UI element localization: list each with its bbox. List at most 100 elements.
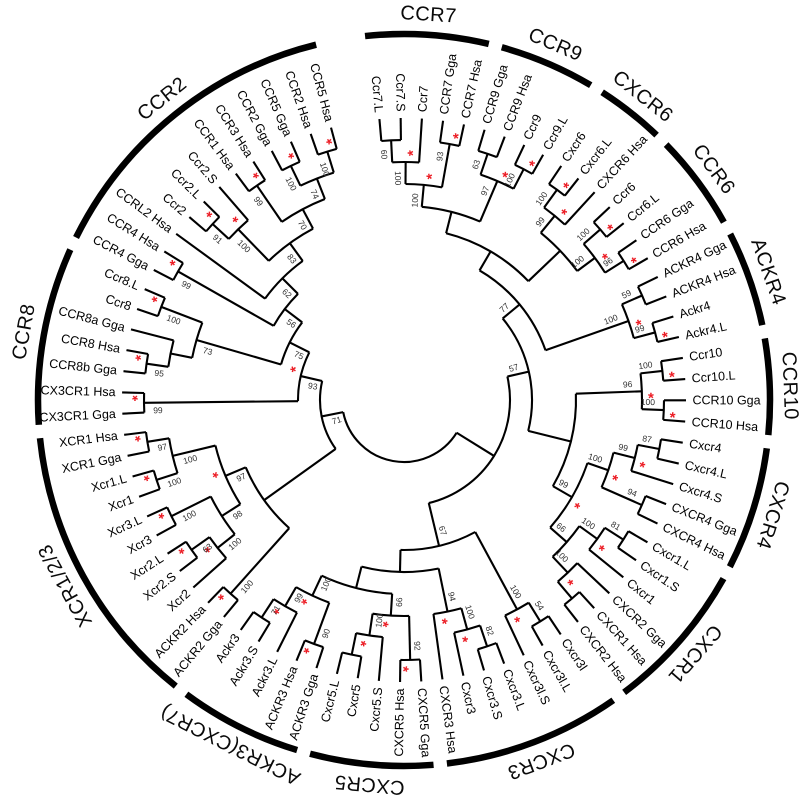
branch-line <box>637 512 658 525</box>
branch-line <box>284 586 298 607</box>
branch-line <box>578 591 595 609</box>
branch-line <box>138 488 161 498</box>
branch-line <box>527 602 542 622</box>
bootstrap-value: 100 <box>165 313 182 327</box>
bootstrap-value: 100 <box>236 238 253 255</box>
branch-line <box>628 257 649 271</box>
bootstrap-value: 99 <box>618 441 630 453</box>
clade-arc <box>364 30 490 48</box>
bootstrap-value: 87 <box>642 433 653 444</box>
clade-connector-arc <box>222 586 239 601</box>
branch-line <box>501 303 521 320</box>
branch-line <box>617 239 637 254</box>
bootstrap-value: 70 <box>296 218 310 231</box>
significance-star-icon: * <box>133 427 141 445</box>
branch-line <box>127 450 150 457</box>
clade-connector-arc <box>342 411 458 464</box>
branch-line <box>437 568 449 612</box>
branch-line <box>641 408 664 412</box>
clade-connector-arc <box>318 380 337 450</box>
branch-line <box>549 526 568 543</box>
bootstrap-value: 99 <box>153 405 163 415</box>
clade-connector-arc <box>636 495 647 515</box>
significance-star-icon: * <box>140 466 151 484</box>
clade-connector-arc <box>563 591 581 606</box>
clade-arc <box>727 232 766 326</box>
clade-connector-arc <box>428 376 512 505</box>
bootstrap-value: 74 <box>308 188 321 201</box>
significance-star-icon: * <box>211 587 228 603</box>
leaf-label: Ccr7 <box>415 85 431 112</box>
bootstrap-value: 60 <box>379 149 390 159</box>
clade-connector-arc <box>321 574 393 595</box>
clade-arc <box>309 750 434 770</box>
significance-star-icon: * <box>229 209 246 225</box>
bootstrap-value: 100 <box>641 397 656 407</box>
branch-line <box>530 625 544 647</box>
branch-line <box>657 336 680 343</box>
branch-line <box>453 632 465 676</box>
significance-star-icon: * <box>669 409 676 426</box>
tree-branches <box>122 118 687 682</box>
branch-line <box>350 632 358 655</box>
branch-line <box>122 411 145 415</box>
significance-star-icon: * <box>608 471 620 489</box>
branch-line <box>527 250 561 282</box>
bootstrap-value: 94 <box>626 486 639 499</box>
leaf-label: CCR8b Gga <box>49 357 118 378</box>
clade-connector-arc <box>660 361 665 381</box>
branch-line <box>172 444 216 457</box>
bootstrap-value: 57 <box>508 362 520 374</box>
branch-line <box>160 305 203 324</box>
significance-star-icon: * <box>637 459 647 477</box>
leaf-label: Ackr4 <box>677 298 712 321</box>
bootstrap-value: 99 <box>557 477 570 490</box>
clade-connector-arc <box>445 232 530 282</box>
bootstrap-value: 95 <box>154 368 165 379</box>
branch-line <box>592 206 611 223</box>
branch-line <box>144 400 299 404</box>
bootstrap-value: 59 <box>620 287 633 300</box>
branch-line <box>235 172 250 192</box>
bootstrap-value: 99 <box>180 278 193 291</box>
bootstrap-value: 67 <box>437 525 449 537</box>
branch-line <box>660 438 683 444</box>
clade-connector-arc <box>214 445 242 505</box>
branch-line <box>657 457 679 465</box>
branch-line <box>335 652 344 675</box>
bootstrap-value: 94 <box>446 591 458 603</box>
branch-line <box>576 257 596 272</box>
branch-line <box>368 613 374 636</box>
branch-line <box>122 391 145 395</box>
branch-line <box>456 431 495 457</box>
clade-connector-arc <box>551 393 577 487</box>
branch-line <box>531 154 545 175</box>
branch-line <box>146 506 168 518</box>
clade-connector-arc <box>549 462 589 529</box>
leaf-label: Ccr10 <box>688 345 723 364</box>
bootstrap-value: 100 <box>410 193 421 208</box>
significance-star-icon: * <box>433 617 451 626</box>
branch-line <box>398 549 402 572</box>
clade-connector-arc <box>281 160 301 172</box>
branch-line <box>170 352 193 359</box>
leaf-label: Cxcr5 <box>344 683 363 718</box>
bootstrap-value: 93 <box>434 151 445 162</box>
branch-line <box>225 466 247 477</box>
leaf-label: Ccr6 <box>610 180 639 208</box>
bootstrap-value: 63 <box>470 158 482 170</box>
branch-line <box>527 429 572 443</box>
leaf-label: CX3CR1 Hsa <box>40 383 115 399</box>
branch-line <box>630 469 674 486</box>
clade-connector-arc <box>191 322 204 359</box>
branch-line <box>153 268 174 282</box>
significance-star-icon: * <box>394 666 411 672</box>
leaf-label: Ccr9 <box>521 112 545 142</box>
branch-line <box>218 186 249 221</box>
branch-line <box>617 546 637 562</box>
clade-connector-arc <box>248 179 266 193</box>
branch-line <box>156 472 178 481</box>
leaf-label: Ccr7.L <box>369 75 386 113</box>
bootstrap-value: 100 <box>587 451 604 465</box>
bootstrap-value: 71 <box>331 414 343 426</box>
